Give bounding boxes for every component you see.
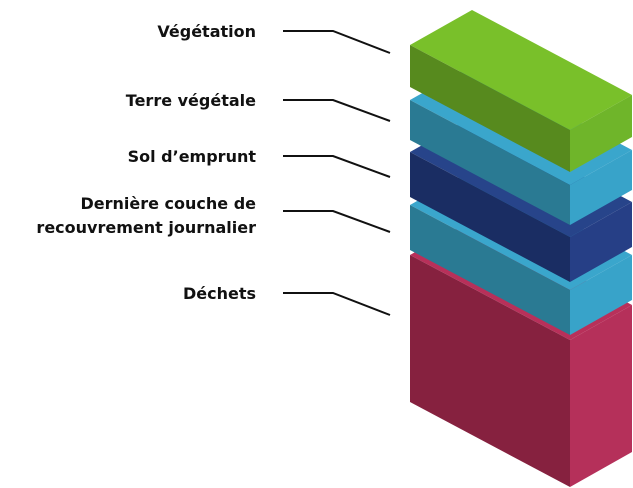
layer-label: Terre végétale: [126, 91, 256, 110]
layer-label: recouvrement journalier: [36, 218, 256, 237]
layer-label: Végétation: [157, 22, 256, 41]
layer-label: Déchets: [183, 284, 256, 303]
page: Végétation Terre végétale Sol d’emprunt …: [0, 0, 633, 488]
leader-line: [283, 211, 390, 232]
layer-label: Dernière couche de: [80, 194, 256, 213]
layer-label: Sol d’emprunt: [128, 147, 257, 166]
leader-line: [283, 31, 390, 53]
diagram: Végétation Terre végétale Sol d’emprunt …: [0, 0, 633, 488]
leader-line: [283, 293, 390, 315]
leader-line: [283, 100, 390, 121]
leader-line: [283, 156, 390, 177]
